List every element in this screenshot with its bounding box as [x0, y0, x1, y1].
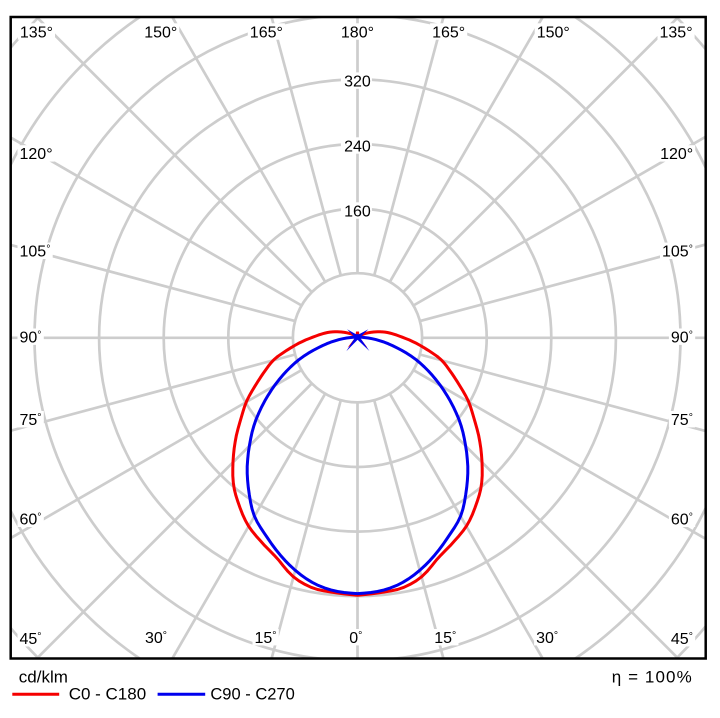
- svg-text:165°: 165°: [432, 24, 465, 41]
- svg-text:240: 240: [344, 138, 371, 155]
- svg-text:135°: 135°: [660, 24, 693, 41]
- svg-text:135°: 135°: [20, 24, 53, 41]
- svg-text:120°: 120°: [20, 146, 53, 163]
- svg-text:C90 - C270: C90 - C270: [210, 686, 294, 704]
- svg-text:η = 100%: η = 100%: [612, 668, 693, 687]
- svg-text:30°: 30°: [536, 630, 558, 648]
- svg-text:90°: 90°: [20, 329, 42, 347]
- svg-text:150°: 150°: [144, 24, 177, 41]
- svg-text:75°: 75°: [671, 412, 693, 430]
- svg-text:105°: 105°: [20, 243, 51, 261]
- svg-text:45°: 45°: [671, 631, 693, 649]
- svg-text:320: 320: [344, 73, 371, 90]
- svg-text:150°: 150°: [537, 24, 570, 41]
- svg-text:180°: 180°: [341, 24, 374, 41]
- svg-text:45°: 45°: [20, 631, 42, 649]
- svg-text:75°: 75°: [20, 412, 42, 430]
- svg-text:90°: 90°: [671, 329, 693, 347]
- svg-text:cd/klm: cd/klm: [19, 668, 68, 687]
- svg-text:160: 160: [344, 203, 371, 220]
- svg-text:105°: 105°: [662, 243, 693, 261]
- svg-text:30°: 30°: [145, 630, 167, 648]
- svg-text:15°: 15°: [434, 630, 456, 648]
- svg-text:60°: 60°: [20, 511, 42, 529]
- svg-text:C0 - C180: C0 - C180: [69, 685, 146, 704]
- svg-text:120°: 120°: [660, 146, 693, 163]
- svg-text:60°: 60°: [671, 511, 693, 529]
- svg-text:15°: 15°: [255, 630, 277, 648]
- svg-text:165°: 165°: [250, 24, 283, 41]
